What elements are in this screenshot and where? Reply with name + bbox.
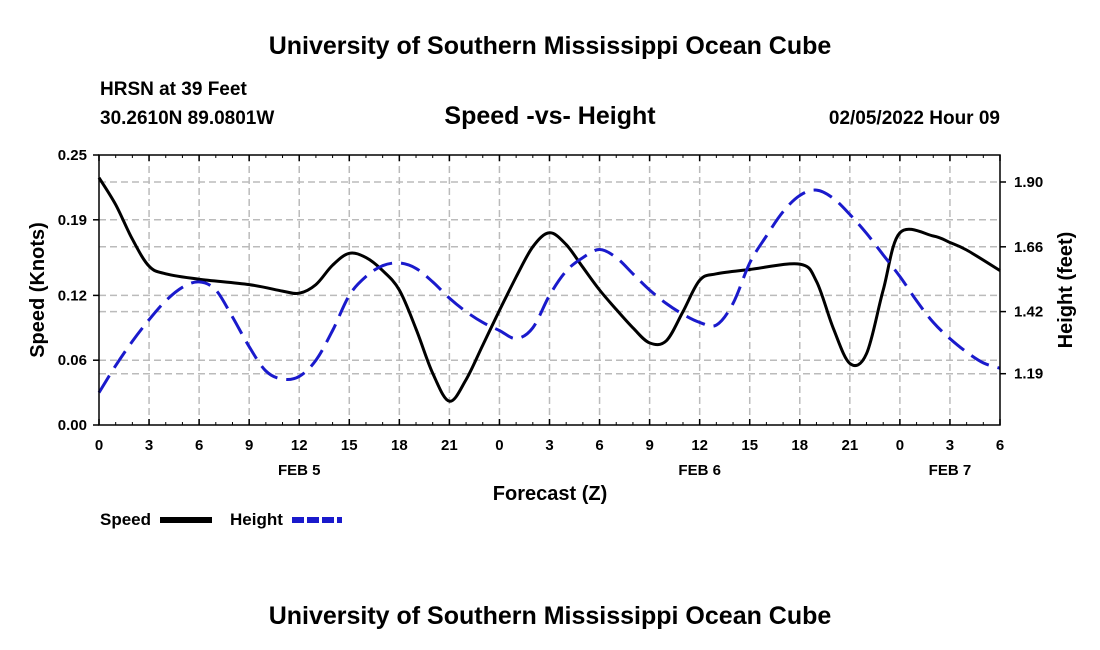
- day-label: FEB 6: [678, 462, 721, 479]
- height-series-line: [97, 188, 1001, 394]
- y2-tick-label: 1.66: [1014, 239, 1043, 256]
- x-tick-label: 3: [545, 437, 553, 454]
- x-tick-label: 12: [291, 437, 308, 454]
- x-tick-label: 3: [946, 437, 954, 454]
- y2-tick-label: 1.90: [1014, 174, 1043, 191]
- y-tick-label: 0.19: [58, 212, 87, 229]
- x-tick-label: 15: [741, 437, 758, 454]
- x-tick-label: 12: [691, 437, 708, 454]
- legend-height-label: Height: [230, 510, 283, 529]
- x-tick-label: 18: [391, 437, 408, 454]
- day-label: FEB 7: [929, 462, 972, 479]
- x-tick-label: 21: [841, 437, 858, 454]
- y2-tick-label: 1.19: [1014, 366, 1043, 383]
- x-tick-label: 0: [896, 437, 904, 454]
- chart-title: Speed -vs- Height: [444, 102, 656, 130]
- x-tick-label: 0: [495, 437, 503, 454]
- x-tick-label: 21: [441, 437, 458, 454]
- x-tick-label: 9: [645, 437, 653, 454]
- y-tick-label: 0.12: [58, 287, 87, 304]
- y-axis-label: Speed (Knots): [27, 222, 49, 358]
- coords-label: 30.2610N 89.0801W: [100, 108, 274, 129]
- day-label: FEB 5: [278, 462, 321, 479]
- x-tick-label: 0: [95, 437, 103, 454]
- page-title: University of Southern Mississippi Ocean…: [269, 32, 832, 60]
- x-tick-label: 9: [245, 437, 253, 454]
- x-tick-label: 6: [595, 437, 603, 454]
- y2-tick-label: 1.42: [1014, 304, 1043, 321]
- station-label: HRSN at 39 Feet: [100, 79, 247, 100]
- page-title-bottom: University of Southern Mississippi Ocean…: [269, 602, 832, 630]
- x-tick-label: 6: [195, 437, 203, 454]
- x-tick-label: 15: [341, 437, 358, 454]
- series-group: [97, 176, 1001, 403]
- ticks-group: 0 3 6 9 12 15 18 21 0 3 6 9 12 15 18 21 0 3 6 FEB 5 FEB 6 FEB…: [58, 147, 1043, 479]
- y-tick-label: 0.00: [58, 417, 87, 434]
- y2-axis-label: Height (feet): [1055, 232, 1077, 349]
- x-tick-label: 18: [791, 437, 808, 454]
- grid: [99, 155, 1000, 425]
- x-tick-label: 3: [145, 437, 153, 454]
- y-tick-label: 0.06: [58, 352, 87, 369]
- y-tick-label: 0.25: [58, 147, 87, 164]
- legend-speed-label: Speed: [100, 510, 151, 529]
- x-tick-label: 6: [996, 437, 1004, 454]
- datetime-label: 02/05/2022 Hour 09: [829, 108, 1000, 129]
- speed-series-line: [97, 176, 1001, 403]
- x-axis-label: Forecast (Z): [493, 483, 607, 505]
